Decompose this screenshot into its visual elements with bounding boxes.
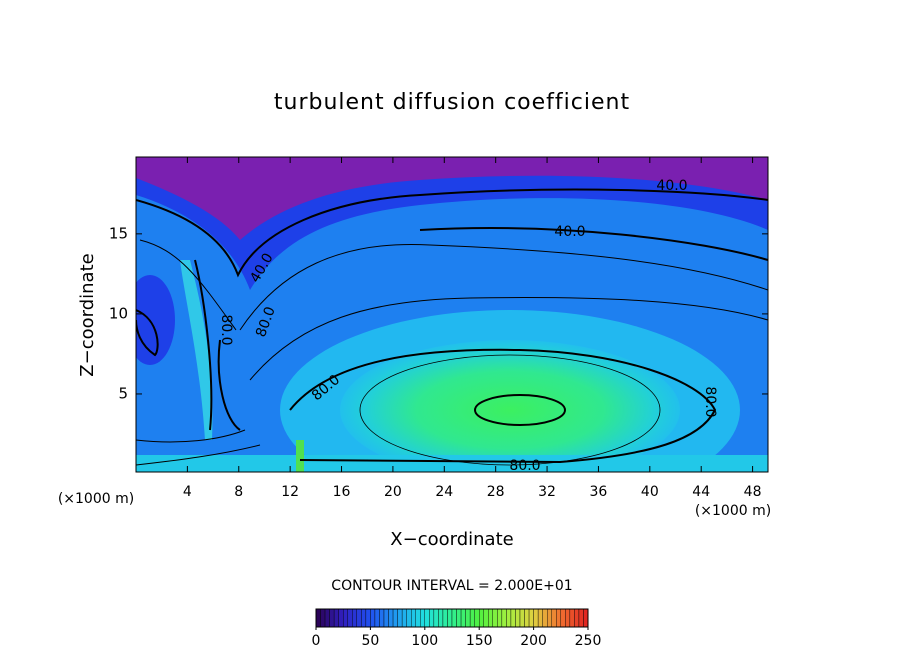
x-tick-label: 48 <box>744 484 762 500</box>
x-tick-label: 20 <box>384 484 402 500</box>
colorbar-cell <box>361 608 367 628</box>
colorbar-tick-label: 100 <box>411 633 438 649</box>
colorbar-cell <box>374 608 380 628</box>
contour-label: 40.0 <box>656 178 687 194</box>
colorbar-tick-label: 200 <box>520 633 547 649</box>
colorbar-cell <box>469 608 475 628</box>
colorbar-cell <box>560 608 566 628</box>
colorbar-cell <box>451 608 457 628</box>
x-tick-label: 36 <box>590 484 608 500</box>
colorbar-cell <box>542 608 548 628</box>
colorbar-cell <box>338 608 344 628</box>
colorbar-cell <box>429 608 435 628</box>
colorbar-cell <box>574 608 580 628</box>
colorbar-cell <box>524 608 530 628</box>
colorbar-cell <box>460 608 466 628</box>
contour-label: 80.0 <box>702 386 718 417</box>
colorbar-cell <box>352 608 357 628</box>
colorbar-cell <box>556 608 561 628</box>
colorbar-cell <box>420 608 425 628</box>
colorbar-cell <box>415 608 421 628</box>
x-tick-label: 12 <box>281 484 299 500</box>
contour-lines <box>136 188 768 466</box>
chart-title: turbulent diffusion coefficient <box>274 90 630 115</box>
colorbar-cell <box>343 608 348 628</box>
x-tick-label: 44 <box>692 484 710 500</box>
colorbar-cell <box>383 608 389 628</box>
contour-label: 40.0 <box>554 224 585 240</box>
colorbar-cell <box>533 608 539 628</box>
x-tick-label: 8 <box>234 484 243 500</box>
x-axis-label: X−coordinate <box>390 529 513 550</box>
x-tick-label: 4 <box>183 484 192 500</box>
colorbar-cell <box>565 608 571 628</box>
y-unit: (×1000 m) <box>58 491 134 507</box>
colorbar-cell <box>465 608 471 628</box>
colorbar-cell <box>401 608 407 628</box>
contour-label: 80.0 <box>218 314 234 345</box>
contour-interval: CONTOUR INTERVAL = 2.000E+01 <box>331 578 572 594</box>
colorbar-cell <box>501 608 507 628</box>
colorbar-cell <box>411 608 416 628</box>
colorbar-cell <box>519 608 525 628</box>
colorbar-cell <box>433 608 439 628</box>
colorbar-cell <box>424 608 430 628</box>
y-axis-label: Z−coordinate <box>77 253 98 376</box>
plot-frame <box>135 156 769 473</box>
x-unit: (×1000 m) <box>695 503 771 519</box>
colorbar-cell <box>497 608 503 628</box>
colorbar-cell <box>483 608 489 628</box>
colorbar-cell <box>583 608 589 628</box>
colorbar-cell <box>315 608 321 628</box>
colorbar-cell <box>506 608 512 628</box>
colorbar-cell <box>392 608 398 628</box>
colorbar-cell <box>356 608 362 628</box>
colorbar-cell <box>406 608 412 628</box>
colorbar-cell <box>442 608 448 628</box>
colorbar-cell <box>474 608 480 628</box>
colorbar-cell <box>479 608 484 628</box>
colorbar-cell <box>438 608 444 628</box>
colorbar-cell <box>510 608 516 628</box>
y-tick-label: 15 <box>109 224 128 242</box>
colorbar-cell <box>537 608 543 628</box>
x-tick-label: 28 <box>487 484 505 500</box>
colorbar-cell <box>492 608 498 628</box>
x-tick-label: 24 <box>435 484 453 500</box>
colorbar-tick-label: 150 <box>466 633 493 649</box>
colorbar-cell <box>379 608 385 628</box>
colorbar-tick-label: 0 <box>312 633 321 649</box>
x-tick-label: 16 <box>333 484 351 500</box>
colorbar-cell <box>388 608 394 628</box>
y-tick-label: 5 <box>118 384 128 402</box>
colorbar-cell <box>551 608 557 628</box>
colorbar-cell <box>397 608 403 628</box>
colorbar-tick-label: 250 <box>575 633 602 649</box>
colorbar-cell <box>370 608 376 628</box>
x-tick-label: 32 <box>538 484 556 500</box>
colorbar-cell <box>329 608 335 628</box>
colorbar-cell <box>347 608 353 628</box>
colorbar-cell <box>528 608 534 628</box>
x-tick-label: 40 <box>641 484 659 500</box>
colorbar-cell <box>324 608 330 628</box>
y-tick-label: 10 <box>109 304 128 322</box>
colorbar-cell <box>578 608 584 628</box>
colorbar-cell <box>488 608 493 628</box>
colorbar-cell <box>547 608 552 628</box>
colorbar-cell <box>447 608 453 628</box>
contour-field <box>136 157 768 472</box>
colorbar-cell <box>333 608 339 628</box>
colorbar-cell <box>515 608 521 628</box>
colorbar-tick-label: 50 <box>361 633 379 649</box>
colorbar-cell <box>456 608 462 628</box>
colorbar-frame <box>315 608 589 628</box>
colorbar-cell <box>569 608 575 628</box>
colorbar-cell <box>320 608 326 628</box>
colorbar-cell <box>365 608 371 628</box>
contour-label: 80.0 <box>509 458 540 474</box>
